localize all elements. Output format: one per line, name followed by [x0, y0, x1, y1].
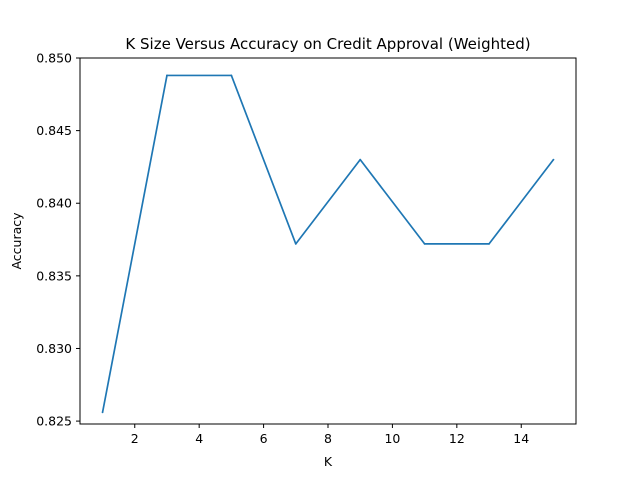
y-tick-label: 0.840: [36, 196, 72, 211]
x-axis: 2 4 6 8 10 12 14: [131, 424, 529, 446]
data-point: [101, 411, 104, 414]
data-point: [294, 243, 297, 245]
y-tick-label: 0.845: [36, 123, 72, 138]
plot-frame: [79, 57, 577, 425]
data-point: [552, 158, 555, 161]
data-point: [359, 158, 362, 161]
x-tick-label: 2: [131, 431, 139, 446]
plot-area: [79, 57, 577, 425]
series-layer: [101, 74, 555, 414]
y-tick-label: 0.850: [36, 51, 72, 66]
series-line-accuracy: [101, 74, 555, 413]
data-point: [488, 243, 490, 245]
x-tick-label: 14: [513, 431, 529, 446]
y-axis: 0.825 0.830 0.835 0.840 0.845 0.850: [36, 51, 80, 429]
x-axis-label: K: [324, 454, 333, 469]
chart-title: K Size Versus Accuracy on Credit Approva…: [125, 35, 530, 53]
x-tick-label: 12: [449, 431, 465, 446]
data-point: [423, 243, 426, 245]
x-tick-label: 6: [260, 431, 268, 446]
y-axis-label: Accuracy: [9, 212, 24, 270]
y-tick-label: 0.825: [36, 414, 72, 429]
x-tick-label: 8: [324, 431, 332, 446]
y-tick-label: 0.830: [36, 341, 72, 356]
data-point: [166, 74, 168, 77]
x-tick-label: 10: [384, 431, 400, 446]
y-tick-label: 0.835: [36, 268, 72, 283]
data-point: [230, 74, 233, 77]
x-tick-label: 4: [195, 431, 203, 446]
